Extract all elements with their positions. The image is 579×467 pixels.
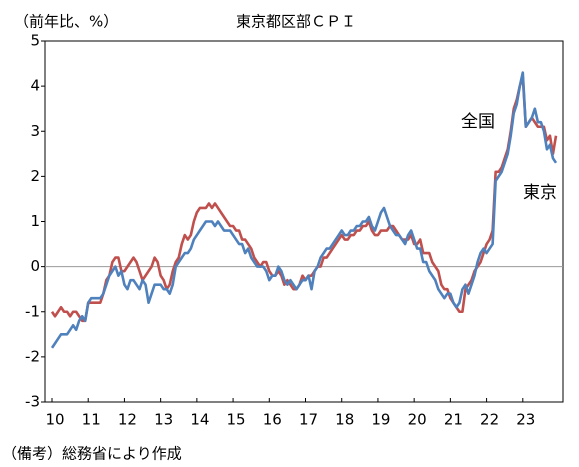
plot-frame bbox=[45, 41, 563, 402]
y-tick-label: -1 bbox=[25, 302, 40, 320]
y-axis-label: （前年比、%） bbox=[14, 13, 118, 31]
x-tick-label: 23 bbox=[516, 411, 535, 429]
y-tick-label: 2 bbox=[30, 167, 40, 185]
y-tick-label: 4 bbox=[30, 77, 40, 95]
y-tick-label: 5 bbox=[30, 32, 40, 50]
x-tick-label: 16 bbox=[263, 411, 282, 429]
series-label: 東京 bbox=[523, 183, 557, 203]
x-tick-label: 17 bbox=[299, 411, 318, 429]
y-tick-label: 1 bbox=[30, 212, 40, 230]
x-tick-label: 20 bbox=[408, 411, 427, 429]
x-tick-label: 18 bbox=[335, 411, 354, 429]
y-tick-label: 3 bbox=[30, 122, 40, 140]
series-label: 全国 bbox=[461, 112, 495, 132]
y-tick-label: -3 bbox=[25, 393, 40, 411]
source-note: （備考）総務省により作成 bbox=[2, 445, 182, 463]
x-tick-label: 10 bbox=[45, 411, 64, 429]
x-tick-label: 21 bbox=[444, 411, 463, 429]
x-tick-label: 22 bbox=[480, 411, 499, 429]
x-tick-label: 12 bbox=[118, 411, 137, 429]
x-tick-label: 13 bbox=[154, 411, 173, 429]
y-tick-label: 0 bbox=[30, 257, 40, 275]
x-tick-label: 19 bbox=[371, 411, 390, 429]
chart-title: 東京都区部ＣＰＩ bbox=[236, 13, 356, 31]
x-tick-label: 11 bbox=[82, 411, 101, 429]
x-tick-label: 15 bbox=[227, 411, 246, 429]
x-tick-label: 14 bbox=[190, 411, 209, 429]
y-tick-label: -2 bbox=[25, 347, 40, 365]
